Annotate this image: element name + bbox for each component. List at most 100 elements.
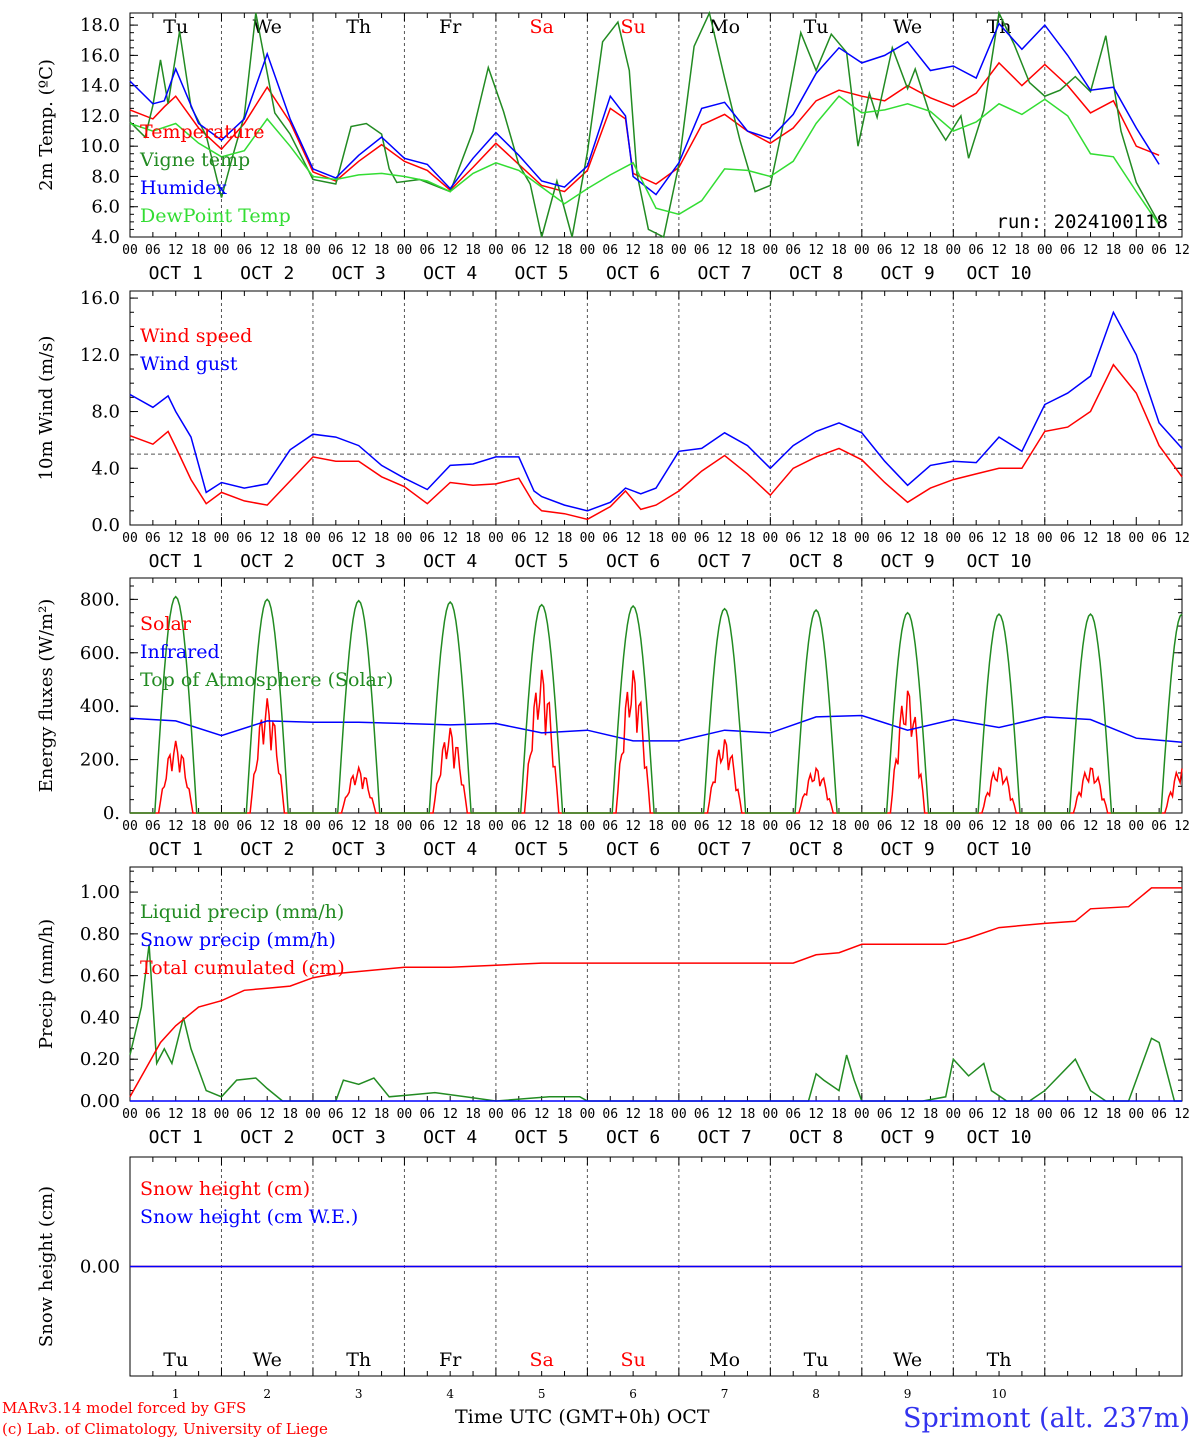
day-number: 9 (904, 1387, 912, 1401)
hour-tick-label: 18 (282, 531, 298, 546)
weekday-label: Th (346, 16, 371, 38)
date-label: OCT 1 (149, 551, 203, 572)
weekday-label: Su (620, 16, 645, 38)
series-line-wind-gust (129, 310, 1183, 512)
legend-entry: Solar (140, 613, 192, 635)
date-label: OCT 4 (423, 1127, 477, 1148)
hour-tick-label: 00 (1037, 531, 1053, 546)
hour-tick-label: 18 (557, 243, 573, 258)
hour-tick-label: 06 (968, 531, 984, 546)
y-tick-label: 0.20 (80, 1049, 120, 1070)
hour-tick-label: 00 (763, 1107, 779, 1122)
hour-tick-label: 00 (214, 1107, 230, 1122)
hour-tick-label: 06 (511, 819, 527, 834)
hour-tick-label: 06 (602, 531, 618, 546)
date-label: OCT 9 (880, 1127, 934, 1148)
date-label: OCT 9 (880, 263, 934, 284)
hour-tick-label: 00 (854, 819, 870, 834)
date-label: OCT 5 (515, 1127, 569, 1148)
date-label: OCT 1 (149, 263, 203, 284)
hour-tick-label: 00 (854, 531, 870, 546)
date-label: OCT 2 (240, 839, 294, 860)
hour-tick-label: 00 (488, 819, 504, 834)
hour-tick-label: 12 (534, 1107, 550, 1122)
date-label: OCT 9 (880, 839, 934, 860)
hour-tick-label: 12 (717, 531, 733, 546)
hour-tick-label: 12 (900, 531, 916, 546)
legend-entry: DewPoint Temp (140, 205, 291, 227)
hour-tick-label: 12 (1174, 531, 1190, 546)
hour-tick-label: 18 (923, 531, 939, 546)
y-tick-label: 600. (80, 643, 120, 664)
hour-tick-label: 00 (580, 1107, 596, 1122)
weekday-label: Tu (163, 16, 188, 38)
hour-tick-label: 18 (831, 243, 847, 258)
hour-tick-label: 12 (534, 819, 550, 834)
hour-tick-label: 18 (740, 243, 756, 258)
hour-tick-label: 00 (488, 243, 504, 258)
date-label: OCT 1 (149, 839, 203, 860)
series-line-total-cumulated-cm- (129, 887, 1182, 1098)
x-axis-label: Time UTC (GMT+0h) OCT (455, 1406, 710, 1428)
hour-tick-label: 00 (1128, 531, 1144, 546)
hour-tick-label: 18 (1106, 819, 1122, 834)
hour-tick-label: 00 (397, 243, 413, 258)
hour-tick-label: 06 (145, 819, 161, 834)
hour-tick-label: 12 (534, 531, 550, 546)
hour-tick-label: 00 (1128, 243, 1144, 258)
weekday-label: We (253, 1349, 282, 1371)
hour-tick-label: 18 (191, 243, 207, 258)
day-number: 7 (721, 1387, 729, 1401)
hour-tick-label: 00 (488, 1107, 504, 1122)
weekday-label: Su (620, 1349, 645, 1371)
date-label: OCT 2 (240, 263, 294, 284)
weekday-label: Fr (439, 16, 462, 38)
hour-tick-label: 00 (397, 531, 413, 546)
hour-tick-label: 18 (1014, 1107, 1030, 1122)
hour-tick-label: 06 (785, 531, 801, 546)
hour-tick-label: 00 (580, 819, 596, 834)
hour-tick-label: 12 (991, 819, 1007, 834)
date-label: OCT 10 (967, 1127, 1032, 1148)
legend-entry: Temperature (140, 121, 264, 143)
weekday-label: Tu (804, 16, 829, 38)
hour-tick-label: 06 (237, 531, 253, 546)
hour-tick-label: 18 (191, 819, 207, 834)
legend-entry: Wind speed (140, 325, 252, 347)
hour-tick-label: 06 (419, 531, 435, 546)
hour-tick-label: 18 (923, 819, 939, 834)
hour-tick-label: 12 (442, 819, 458, 834)
date-label: OCT 8 (789, 839, 843, 860)
series-line-vigne-temp (129, 10, 1160, 239)
day-number: 5 (538, 1387, 546, 1401)
hour-tick-label: 18 (557, 531, 573, 546)
hour-tick-label: 12 (991, 243, 1007, 258)
y-axis-label: Energy fluxes (W/m²) (36, 599, 57, 793)
legend-entry: Liquid precip (mm/h) (140, 901, 344, 923)
weekday-label: We (893, 1349, 922, 1371)
y-tick-label: 12.0 (80, 345, 120, 366)
hour-tick-label: 18 (465, 531, 481, 546)
hour-tick-label: 06 (1151, 1107, 1167, 1122)
hour-tick-label: 12 (351, 243, 367, 258)
hour-tick-label: 18 (648, 243, 664, 258)
hour-tick-label: 06 (694, 531, 710, 546)
date-label: OCT 6 (606, 263, 660, 284)
hour-tick-label: 18 (374, 1107, 390, 1122)
hour-tick-label: 12 (168, 531, 184, 546)
y-tick-label: 200. (80, 750, 120, 771)
hour-tick-label: 06 (511, 531, 527, 546)
weekday-label: Sa (529, 1349, 553, 1371)
hour-tick-label: 18 (1106, 1107, 1122, 1122)
y-tick-label: 8.0 (91, 402, 120, 423)
series-line-dewpoint-temp (129, 95, 1160, 226)
hour-tick-label: 00 (580, 243, 596, 258)
hour-tick-label: 12 (442, 531, 458, 546)
day-number: 10 (991, 1387, 1006, 1401)
hour-tick-label: 12 (900, 243, 916, 258)
hour-tick-label: 06 (237, 819, 253, 834)
date-label: OCT 10 (967, 551, 1032, 572)
hour-tick-label: 06 (785, 1107, 801, 1122)
y-axis-label: 10m Wind (m/s) (36, 336, 57, 481)
hour-tick-label: 12 (808, 819, 824, 834)
